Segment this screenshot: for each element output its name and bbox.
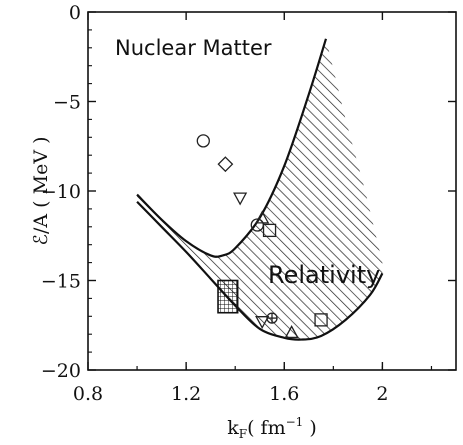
- x-tick-label: 1.6: [269, 383, 299, 405]
- x-axis-title-sub: F: [239, 427, 247, 441]
- band-hatch: [137, 38, 383, 340]
- triangle-up-marker: [255, 210, 270, 224]
- data-points: [196, 134, 328, 339]
- x-tick-label: 2: [376, 383, 388, 405]
- triangle-down-marker: [233, 192, 248, 206]
- y-tick-label: −10: [41, 181, 81, 203]
- x-axis-title-sup: −1: [286, 415, 304, 429]
- triangle-up-marker: [284, 325, 299, 339]
- x-axis-title-unit: ( fm: [247, 417, 286, 439]
- axes: 0.8 1.2 1.6 2 0 −5 −10 −15 −20: [41, 2, 456, 405]
- circle-marker: [196, 134, 210, 148]
- relativity-band: [136, 38, 384, 341]
- y-axis-title: ℰ/A ( MeV ): [30, 137, 52, 246]
- circle-cross-marker: [266, 312, 278, 324]
- y-tick-label: 0: [69, 2, 81, 24]
- x-axis-title-close: ): [303, 417, 316, 439]
- x-tick-label: 0.8: [73, 383, 103, 405]
- square-marker: [314, 313, 328, 327]
- y-tick-label: −5: [53, 92, 81, 114]
- upper-curve: [136, 38, 328, 258]
- x-axis-title-k: k: [227, 417, 239, 439]
- x-axis-title: kF( fm−1 ): [227, 415, 317, 441]
- relativity-label: Relativity: [268, 261, 380, 289]
- square-marker: [262, 223, 277, 238]
- y-tick-label: −15: [41, 271, 81, 293]
- grid-box: [217, 279, 239, 314]
- x-tick-label: 1.2: [171, 383, 201, 405]
- y-tick-label: −20: [41, 360, 81, 382]
- lower-curve: [136, 200, 384, 341]
- diamond-marker: [217, 156, 234, 173]
- triangle-down-marker: [255, 316, 270, 330]
- nuclear-matter-label: Nuclear Matter: [115, 36, 272, 60]
